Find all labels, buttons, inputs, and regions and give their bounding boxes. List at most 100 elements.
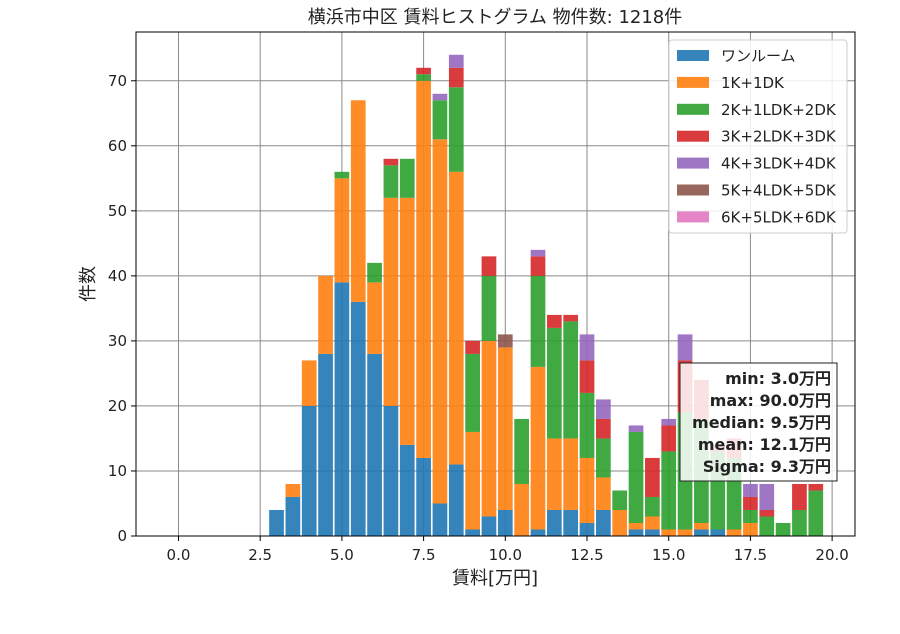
legend-label: 6K+5LDK+6DK [721, 208, 837, 226]
histogram-bar [432, 503, 448, 536]
histogram-bar [645, 516, 660, 530]
histogram-bar [399, 158, 415, 198]
histogram-bar [628, 431, 644, 523]
legend-label: 2K+1LDK+2DK [721, 101, 837, 119]
histogram-bar [743, 509, 758, 523]
histogram-bar [546, 438, 562, 510]
histogram-bar [726, 529, 742, 536]
histogram-bar [448, 54, 464, 68]
stats-box-frame [679, 362, 838, 482]
histogram-bar [399, 197, 415, 445]
histogram-bar [530, 275, 546, 367]
legend-swatch [677, 103, 709, 115]
legend: ワンルーム 1K+1DK 2K+1LDK+2DK 3K+2LDK+3DK 4K+3LDK… [668, 39, 848, 234]
stats-box: min: 3.0万円 max: 90.0万円 median: 9.5万円 mean: … [679, 362, 838, 482]
histogram-bar [301, 405, 317, 536]
histogram-bar [334, 171, 350, 179]
chart-title: 横浜市中区 賃料ヒストグラム 物件数: 1218件 [308, 7, 683, 28]
histogram-bar [579, 522, 595, 536]
histogram-bar [497, 334, 513, 348]
histogram-bar [514, 483, 529, 536]
x-tick-label: 0.0 [167, 546, 191, 564]
legend-swatch [677, 157, 709, 169]
histogram-bar [792, 509, 807, 536]
histogram-bar [743, 522, 758, 536]
histogram-bar [399, 444, 415, 536]
legend-swatch [677, 211, 709, 223]
histogram-bar [465, 353, 480, 432]
histogram-bar [661, 529, 677, 536]
histogram-bar [595, 438, 611, 478]
histogram-bar [318, 353, 333, 536]
y-tick-label: 70 [108, 72, 127, 90]
histogram-bar [530, 366, 546, 530]
histogram-bar [546, 314, 562, 328]
legend-swatch [677, 184, 709, 196]
histogram-bar [595, 477, 611, 510]
histogram-bar [465, 529, 480, 536]
legend-swatch [677, 76, 709, 88]
histogram-bar [579, 334, 595, 361]
histogram-bar [645, 457, 660, 497]
histogram-bar [383, 405, 399, 536]
stats-line: mean: 12.1万円 [698, 435, 831, 454]
histogram-bar [350, 301, 366, 536]
histogram-bar [269, 509, 284, 536]
histogram-bar [579, 457, 595, 523]
histogram-bar [628, 522, 644, 530]
histogram-bar [710, 529, 726, 536]
y-tick-label: 30 [108, 332, 127, 350]
histogram-bar [743, 483, 758, 497]
histogram-bar [416, 74, 431, 81]
histogram-bar [694, 522, 709, 530]
histogram-bar [546, 327, 562, 439]
stats-line: Sigma: 9.3万円 [703, 457, 831, 476]
histogram-bar [595, 509, 611, 536]
histogram-bar [350, 100, 366, 302]
histogram-bar [497, 509, 513, 536]
histogram-bar [628, 529, 644, 536]
histogram-bar [497, 347, 513, 510]
x-tick-label: 20.0 [815, 546, 848, 564]
histogram-bar [416, 67, 431, 75]
histogram-bar [645, 496, 660, 517]
x-tick-label: 10.0 [489, 546, 522, 564]
histogram-bar [661, 425, 677, 452]
histogram-bar [595, 418, 611, 439]
histogram-bar [481, 516, 497, 536]
histogram-bar [367, 262, 382, 283]
histogram-bar [759, 509, 775, 517]
histogram-bar [612, 490, 628, 510]
x-tick-label: 12.5 [570, 546, 603, 564]
histogram-bar [792, 483, 807, 510]
legend-swatch [677, 130, 709, 142]
plot-frame [135, 31, 856, 537]
legend-label: 1K+1DK [721, 74, 785, 92]
histogram-bar [481, 275, 497, 341]
stats-line: min: 3.0万円 [725, 369, 831, 388]
histogram-bar [661, 451, 677, 530]
y-axis-ticks: 0 10 20 30 40 50 60 70 [108, 72, 136, 545]
x-tick-label: 2.5 [248, 546, 272, 564]
legend-label: ワンルーム [721, 47, 796, 65]
histogram-bar [318, 275, 333, 354]
y-tick-label: 10 [108, 462, 127, 480]
histogram-bar [645, 529, 660, 536]
y-axis-label: 件数 [78, 266, 99, 302]
x-tick-label: 15.0 [652, 546, 685, 564]
histogram-bar [530, 256, 546, 276]
y-tick-label: 0 [117, 527, 127, 545]
histogram-bar [563, 509, 579, 536]
histogram-bar [448, 464, 464, 536]
histogram-bar [563, 314, 579, 322]
stats-line: max: 90.0万円 [710, 391, 831, 410]
histogram-bar [416, 457, 431, 536]
histogram-bar [432, 100, 448, 140]
histogram-bar [448, 171, 464, 465]
histogram-bar [759, 483, 775, 510]
y-tick-label: 40 [108, 267, 127, 285]
histogram-bar [465, 340, 480, 354]
histogram-bar [285, 496, 301, 536]
